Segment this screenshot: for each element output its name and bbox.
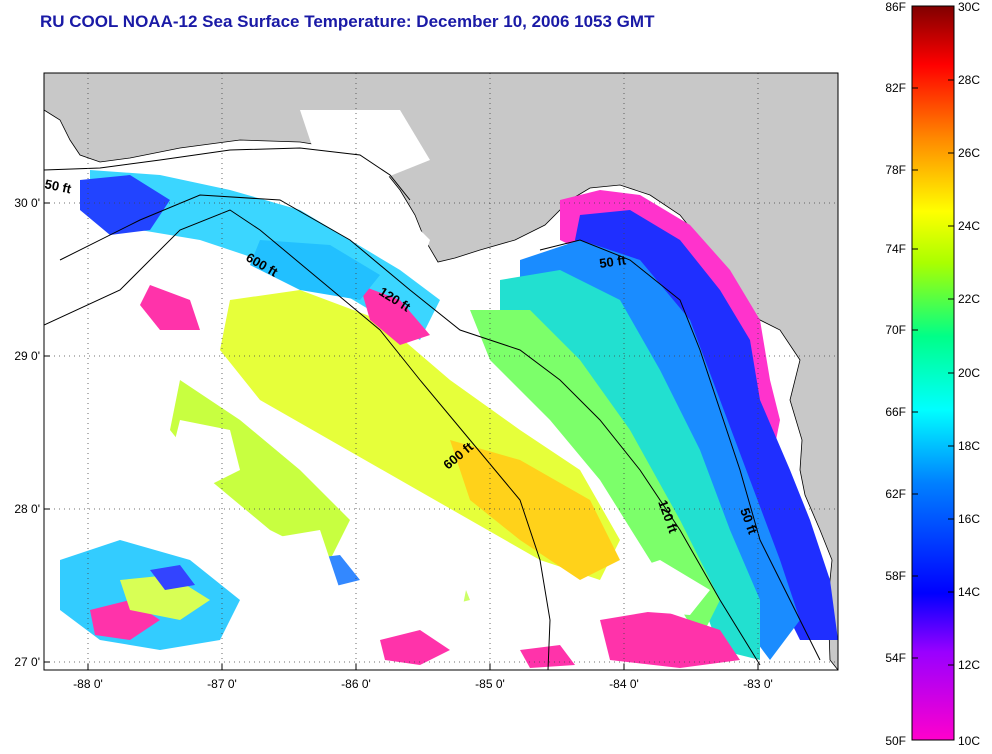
contour-50ft-east	[539, 239, 821, 661]
contour-600ft	[44, 209, 551, 670]
colorbar-f-label: 78F	[885, 163, 906, 177]
sst-western-cool	[80, 170, 440, 345]
colorbar-c-label: 30C	[958, 0, 980, 14]
colorbar-f-label: 86F	[885, 0, 906, 14]
colorbar-c-label: 20C	[958, 366, 980, 380]
lat-tick-label: 30 0'	[14, 196, 40, 210]
map-plot-area: 50 ft 600 ft 120 ft 50 ft 600 ft 120 ft …	[43, 73, 838, 670]
contour-label-50ft-west: 50 ft	[43, 176, 73, 196]
lon-tick-label: -85 0'	[475, 677, 505, 691]
contour-120ft	[59, 194, 761, 666]
colorbar-f-label: 66F	[885, 405, 906, 419]
contour-label-50ft-east: 50 ft	[598, 252, 627, 271]
lat-tick-label: 28 0'	[14, 502, 40, 516]
colorbar-c-label: 12C	[958, 658, 980, 672]
colorbar-f-label: 62F	[885, 487, 906, 501]
bathymetry-contours	[44, 147, 821, 670]
colorbar-c-ticks	[948, 79, 954, 666]
colorbar-c-label: 16C	[958, 512, 980, 526]
colorbar-f-label: 82F	[885, 81, 906, 95]
colorbar-c-label: 22C	[958, 292, 980, 306]
colorbar-c-label: 14C	[958, 585, 980, 599]
lat-tick-label: 29 0'	[14, 349, 40, 363]
colorbar-c-label: 26C	[958, 146, 980, 160]
colorbar-c-label: 10C	[958, 734, 980, 748]
colorbar-c-label: 24C	[958, 219, 980, 233]
map-frame	[43, 72, 839, 671]
colorbar-f-label: 70F	[885, 323, 906, 337]
temperature-colorbar	[911, 5, 955, 741]
colorbar-f-label: 54F	[885, 651, 906, 665]
colorbar-f-ticks	[912, 87, 918, 659]
lon-tick-label: -88 0'	[73, 677, 103, 691]
lon-tick-label: -87 0'	[207, 677, 237, 691]
lat-tick-label: 27 0'	[14, 655, 40, 669]
land-mass	[44, 73, 838, 670]
sst-east-shelf	[470, 190, 838, 660]
lon-tick-label: -83 0'	[743, 677, 773, 691]
colorbar-f-label: 74F	[885, 242, 906, 256]
map-title: RU COOL NOAA-12 Sea Surface Temperature:…	[40, 12, 655, 31]
lon-tick-label: -86 0'	[341, 677, 371, 691]
lon-tick-label: -84 0'	[609, 677, 639, 691]
cloud-holes	[44, 110, 710, 640]
tick-marks	[44, 202, 759, 670]
contour-50ft-west	[44, 147, 411, 201]
colorbar-c-label: 28C	[958, 73, 980, 87]
sst-central-warm	[170, 290, 620, 580]
colorbar-f-label: 50F	[885, 734, 906, 748]
colorbar-f-label: 58F	[885, 569, 906, 583]
colorbar-c-label: 18C	[958, 439, 980, 453]
